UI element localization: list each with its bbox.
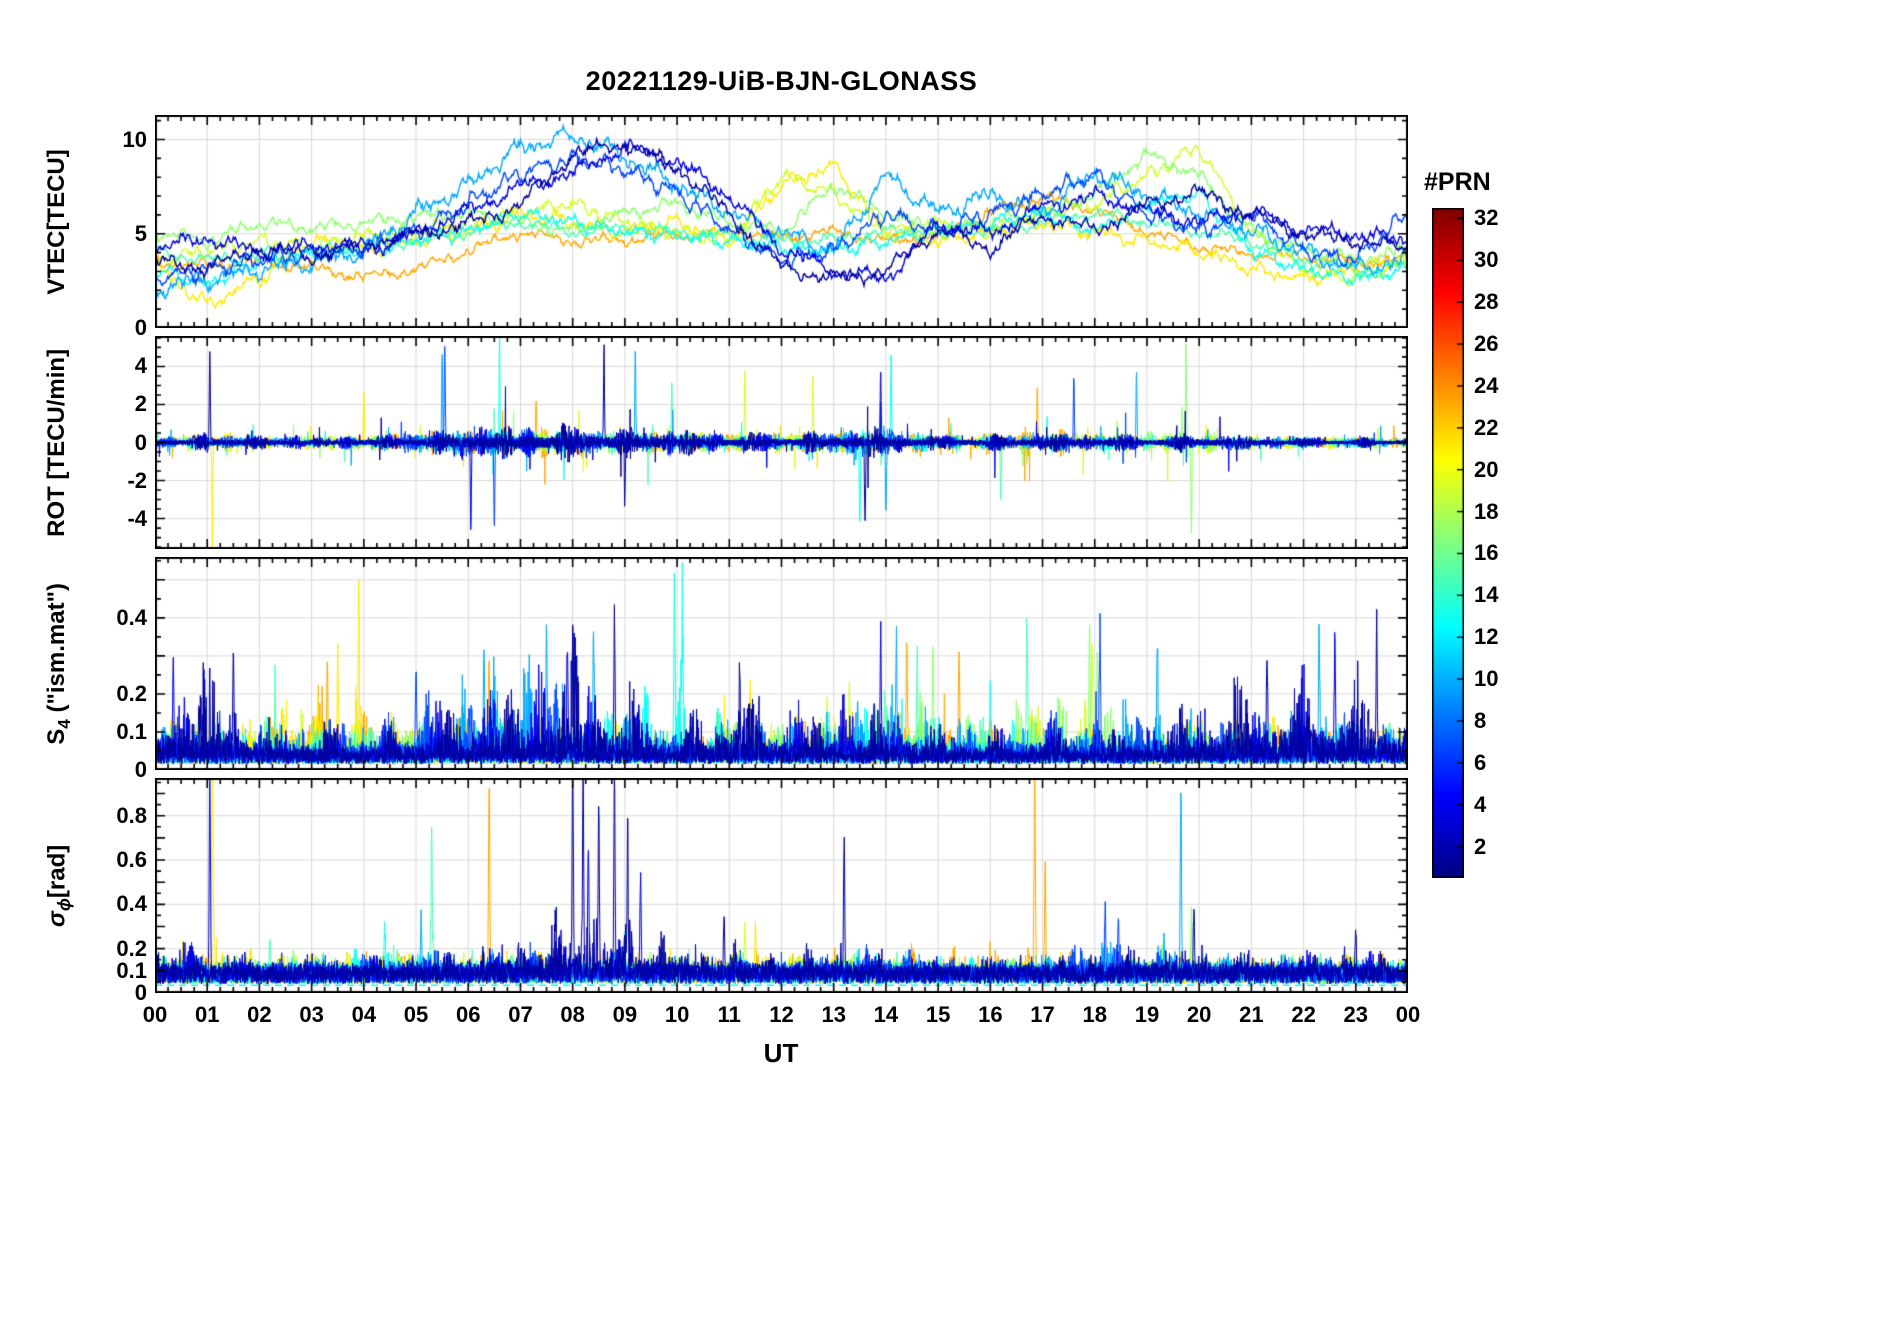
colorbar-tick-label: 32 xyxy=(1474,205,1499,231)
x-tick-label: 01 xyxy=(194,1002,220,1027)
colorbar-gradient xyxy=(1432,208,1464,878)
y-tick-label: 0.4 xyxy=(116,604,147,630)
x-tick-label: 00 xyxy=(1395,1002,1421,1027)
x-tick-label: 22 xyxy=(1291,1002,1316,1027)
colorbar-tick-label: 16 xyxy=(1474,540,1499,566)
x-tick-label: 19 xyxy=(1134,1002,1160,1027)
x-tick-label: 16 xyxy=(978,1002,1003,1027)
x-tick-label: 12 xyxy=(769,1002,794,1027)
colorbar-tick-label: 20 xyxy=(1474,456,1499,482)
y-tick-label: 0.2 xyxy=(116,680,147,706)
x-tick-label: 21 xyxy=(1239,1002,1264,1027)
colorbar-tick-labels: 2 4 6 8 10 12 14 16 18 20 22 24 26 28 30 32 xyxy=(1474,205,1534,878)
y-tick-label: 10 xyxy=(122,126,147,152)
rot-plot-canvas xyxy=(155,336,1408,549)
x-tick-label: 11 xyxy=(717,1002,741,1027)
y-tick-label: 0.2 xyxy=(116,935,147,961)
x-tick-label: 04 xyxy=(351,1002,377,1027)
colorbar-tick-label: 10 xyxy=(1474,666,1499,692)
vtec-plot-canvas xyxy=(155,115,1408,328)
sigma-phi-plot-canvas xyxy=(155,778,1408,993)
y-tick-label: 0 xyxy=(134,429,147,455)
s4-y-tick-labels: 0 0.1 0.2 0.4 xyxy=(85,557,155,782)
y-tick-label: -4 xyxy=(127,505,147,531)
y-tick-label: 5 xyxy=(134,220,147,246)
colorbar-tick-label: 30 xyxy=(1474,247,1499,273)
y-tick-label: 2 xyxy=(134,391,147,417)
x-tick-label: 17 xyxy=(1030,1002,1055,1027)
x-tick-label: 13 xyxy=(821,1002,846,1027)
x-tick-label: 15 xyxy=(925,1002,951,1027)
colorbar-tick-label: 24 xyxy=(1474,372,1499,398)
sigma-phi-y-tick-labels: 0 0.1 0.2 0.4 0.6 0.8 xyxy=(85,778,155,1005)
x-axis-tick-labels: 00 01 02 03 04 05 06 07 08 09 10 11 12 13 14 15 16 17 18 19… xyxy=(143,1002,1420,1032)
x-tick-label: 06 xyxy=(456,1002,481,1027)
x-tick-label: 09 xyxy=(612,1002,638,1027)
vtec-y-tick-labels: 0 5 10 xyxy=(85,115,155,341)
y-tick-label: 0.6 xyxy=(116,847,147,872)
x-tick-label: 03 xyxy=(299,1002,324,1027)
chart-title: 20221129-UiB-BJN-GLONASS xyxy=(585,66,978,96)
vtec-y-axis-label: VTEC[TECU] xyxy=(43,148,71,295)
x-tick-label: 07 xyxy=(508,1002,533,1027)
y-tick-label: 0.1 xyxy=(116,718,147,744)
x-tick-label: 00 xyxy=(142,1002,168,1027)
colorbar-tick-label: 6 xyxy=(1474,749,1487,775)
colorbar-tick-label: 22 xyxy=(1474,414,1499,440)
s4-plot-canvas xyxy=(155,557,1408,770)
panel-sigma-phi: σϕ[rad] 0 0.1 0.2 0.4 0.6 0.8 xyxy=(43,778,1408,1005)
panel-vtec: VTEC[TECU] 0 5 10 xyxy=(43,115,1408,340)
x-tick-label: 18 xyxy=(1082,1002,1107,1027)
x-tick-label: 10 xyxy=(664,1002,690,1027)
colorbar-tick-label: 4 xyxy=(1474,791,1487,817)
x-tick-label: 20 xyxy=(1186,1002,1212,1027)
y-tick-label: 0 xyxy=(134,980,147,1005)
panel-s4: S4 ("ism.mat") 0 0.1 0.2 0.4 xyxy=(43,557,1408,782)
colorbar-tick-label: 26 xyxy=(1474,331,1499,357)
y-tick-label: 0.8 xyxy=(116,802,147,828)
x-axis-label: UT xyxy=(763,1038,799,1068)
x-tick-label: 08 xyxy=(560,1002,585,1027)
rot-y-tick-labels: -4 -2 0 2 4 xyxy=(85,336,155,549)
y-tick-label: 0.1 xyxy=(116,957,147,983)
y-tick-label: 0 xyxy=(134,315,147,340)
sigma-phi-y-axis-label: σϕ[rad] xyxy=(43,844,74,927)
colorbar-title: #PRN xyxy=(1424,168,1491,196)
s4-y-axis-label: S4 ("ism.mat") xyxy=(43,582,74,745)
colorbar-tick-label: 12 xyxy=(1474,624,1499,650)
y-tick-label: 0.4 xyxy=(116,891,147,917)
x-tick-label: 05 xyxy=(403,1002,429,1027)
rot-y-axis-label: ROT [TECU/min] xyxy=(43,348,71,537)
y-tick-label: 4 xyxy=(134,353,147,379)
colorbar-tick-label: 2 xyxy=(1474,833,1487,859)
y-tick-label: 0 xyxy=(134,757,147,782)
colorbar-tick-label: 8 xyxy=(1474,707,1487,733)
colorbar-tick-label: 18 xyxy=(1474,498,1499,524)
colorbar-tick-label: 28 xyxy=(1474,289,1499,315)
x-tick-label: 14 xyxy=(873,1002,899,1027)
colorbar-tick-label: 14 xyxy=(1474,582,1499,608)
x-tick-label: 23 xyxy=(1343,1002,1369,1027)
panel-rot: ROT [TECU/min] -4 -2 0 2 4 xyxy=(43,336,1408,549)
x-tick-label: 02 xyxy=(247,1002,272,1027)
y-tick-label: -2 xyxy=(127,467,147,493)
